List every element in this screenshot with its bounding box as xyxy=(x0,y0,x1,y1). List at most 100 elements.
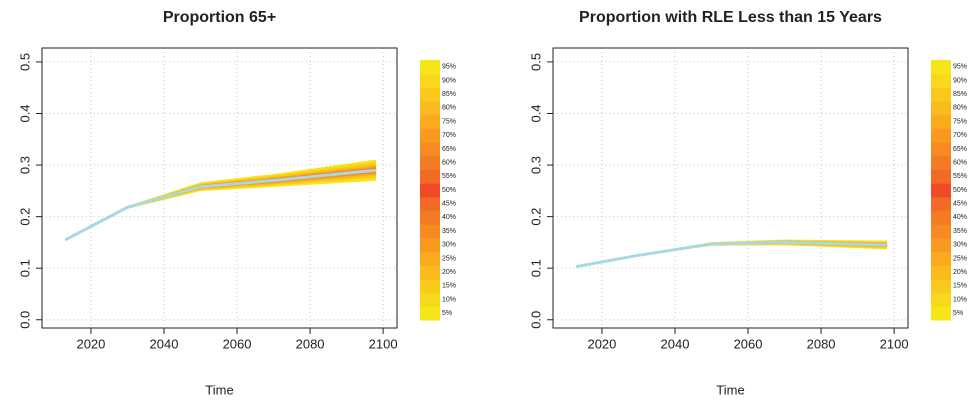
legend-swatch xyxy=(420,265,440,280)
legend-label: 20% xyxy=(442,269,456,276)
y-tick-label: 0.4 xyxy=(528,104,543,122)
legend-label: 55% xyxy=(953,173,967,180)
panel: Proportion with RLE Less than 15 Years Ti… xyxy=(528,9,967,397)
legend-label: 40% xyxy=(953,214,967,221)
x-tick-label: 2080 xyxy=(296,336,325,351)
legend-swatch xyxy=(931,210,951,225)
legend-label: 95% xyxy=(953,64,967,71)
legend-label: 35% xyxy=(953,228,967,235)
y-tick-label: 0.2 xyxy=(528,208,543,226)
legend-label: 15% xyxy=(442,283,456,290)
legend-label: 35% xyxy=(442,228,456,235)
legend-swatch xyxy=(420,237,440,253)
legend-label: 25% xyxy=(953,255,967,262)
legend-swatch xyxy=(931,183,951,198)
legend-swatch xyxy=(420,210,440,225)
x-tick-label: 2040 xyxy=(150,336,179,351)
legend-label: 30% xyxy=(442,242,456,249)
chart-title: Proportion with RLE Less than 15 Years xyxy=(579,9,882,26)
legend-label: 95% xyxy=(442,64,456,71)
legend-swatch xyxy=(931,251,951,266)
x-tick-label: 2060 xyxy=(223,336,252,351)
legend-swatch xyxy=(420,87,440,102)
x-tick-label: 2020 xyxy=(587,336,616,351)
legend-label: 90% xyxy=(953,77,967,84)
legend-swatch xyxy=(420,73,440,88)
legend-swatch xyxy=(931,155,951,170)
legend-swatch xyxy=(931,60,951,75)
x-tick-label: 2040 xyxy=(661,336,690,351)
legend-swatch xyxy=(931,237,951,253)
legend-label: 10% xyxy=(442,296,456,303)
legend-label: 5% xyxy=(953,310,963,317)
legend-label: 90% xyxy=(442,77,456,84)
plot-frame xyxy=(552,47,909,329)
y-tick-label: 0.5 xyxy=(528,53,543,71)
median-line xyxy=(576,240,887,269)
legend-label: 75% xyxy=(442,118,456,125)
y-tick-label: 0.3 xyxy=(528,156,543,174)
y-tick-label: 0.2 xyxy=(17,208,32,226)
legend-label: 40% xyxy=(442,214,456,221)
legend-swatch xyxy=(931,169,951,184)
legend-label: 15% xyxy=(953,283,967,290)
legend-label: 45% xyxy=(442,201,456,208)
legend-swatch xyxy=(931,87,951,102)
legend-swatch xyxy=(420,224,440,239)
panel: Proportion 65+ Time 0.0 0.1 0.2 0.3 0.4 0.5 2020… xyxy=(17,9,456,397)
legend-swatch xyxy=(420,60,440,75)
legend-swatch xyxy=(931,224,951,239)
legend-label: 70% xyxy=(953,132,967,139)
legend-swatch xyxy=(931,306,951,321)
legend-swatch xyxy=(420,169,440,184)
legend-swatch xyxy=(931,292,951,307)
legend-label: 50% xyxy=(442,187,456,194)
x-axis-label: Time xyxy=(716,382,744,397)
y-tick-label: 0.1 xyxy=(17,259,32,277)
legend-swatch xyxy=(420,292,440,307)
legend-swatch xyxy=(931,114,951,129)
legend-swatch xyxy=(420,142,440,157)
legend-label: 85% xyxy=(442,91,456,98)
legend-label: 30% xyxy=(953,242,967,249)
legend-label: 55% xyxy=(442,173,456,180)
legend-label: 85% xyxy=(953,91,967,98)
legend-swatch xyxy=(420,278,440,294)
chart-title: Proportion 65+ xyxy=(163,9,276,26)
legend-swatch xyxy=(420,251,440,266)
legend-label: 45% xyxy=(953,201,967,208)
x-tick-label: 2100 xyxy=(369,336,398,351)
legend-label: 60% xyxy=(953,159,967,166)
y-tick-label: 0.4 xyxy=(17,104,32,122)
x-tick-label: 2020 xyxy=(76,336,105,351)
plot-frame xyxy=(41,47,398,329)
y-tick-label: 0.5 xyxy=(17,53,32,71)
legend-swatch xyxy=(931,128,951,143)
y-tick-label: 0.0 xyxy=(17,311,32,329)
legend-swatch xyxy=(931,101,951,116)
legend-swatch xyxy=(420,128,440,143)
legend-label: 65% xyxy=(953,146,967,153)
legend-swatch xyxy=(420,155,440,170)
y-tick-label: 0.0 xyxy=(528,311,543,329)
legend-label: 10% xyxy=(953,296,967,303)
legend-swatch xyxy=(931,278,951,294)
legend-swatch xyxy=(931,142,951,157)
legend-label: 80% xyxy=(953,105,967,112)
legend-swatch xyxy=(420,306,440,321)
legend-swatch xyxy=(420,114,440,129)
legend-label: 20% xyxy=(953,269,967,276)
legend-swatch xyxy=(931,196,951,212)
x-tick-label: 2060 xyxy=(734,336,763,351)
median-line xyxy=(64,168,376,242)
x-axis-label: Time xyxy=(205,382,233,397)
y-tick-label: 0.3 xyxy=(17,156,32,174)
x-tick-label: 2080 xyxy=(807,336,836,351)
legend-label: 60% xyxy=(442,159,456,166)
legend-label: 5% xyxy=(442,310,452,317)
legend-label: 65% xyxy=(442,146,456,153)
y-tick-label: 0.1 xyxy=(528,259,543,277)
legend-swatch xyxy=(420,196,440,212)
x-tick-label: 2100 xyxy=(880,336,909,351)
